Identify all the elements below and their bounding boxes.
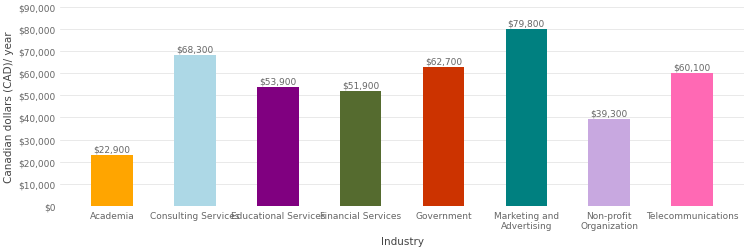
Text: $68,300: $68,300 (176, 45, 214, 54)
Bar (588, 120, 630, 206)
Text: $62,700: $62,700 (424, 58, 462, 66)
X-axis label: Industry: Industry (380, 236, 424, 246)
Bar (340, 92, 381, 206)
Bar (92, 156, 133, 206)
Bar (671, 74, 712, 206)
Text: $39,300: $39,300 (590, 109, 628, 118)
Text: $53,900: $53,900 (260, 77, 296, 86)
Bar (423, 68, 464, 206)
Text: $22,900: $22,900 (94, 146, 130, 154)
Bar (174, 56, 216, 206)
Text: $79,800: $79,800 (508, 20, 544, 29)
Text: $60,100: $60,100 (674, 63, 710, 72)
Bar (506, 30, 547, 206)
Bar (257, 87, 298, 206)
Text: $51,900: $51,900 (342, 82, 380, 90)
Y-axis label: Canadian dollars (CAD)/ year: Canadian dollars (CAD)/ year (4, 32, 14, 182)
